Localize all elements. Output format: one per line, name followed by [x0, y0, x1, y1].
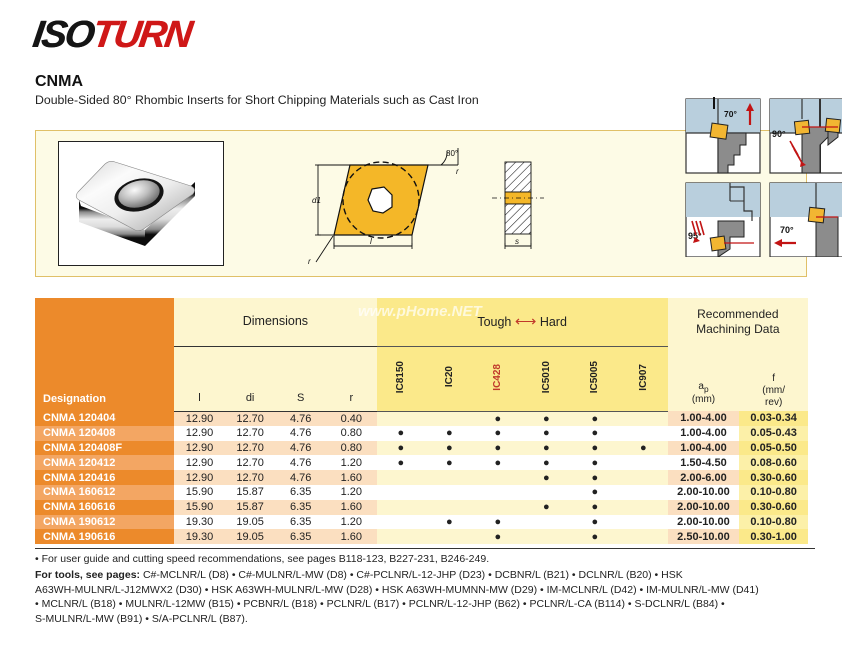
svg-text:r: r	[308, 257, 311, 266]
svg-text:r: r	[456, 167, 459, 176]
svg-text:s: s	[515, 237, 519, 246]
svg-text:l: l	[370, 237, 372, 246]
svg-text:80°: 80°	[446, 149, 458, 158]
svg-text:70°: 70°	[724, 109, 737, 119]
svg-text:70°: 70°	[780, 225, 794, 235]
svg-text:d1: d1	[312, 196, 321, 205]
svg-text:90°: 90°	[772, 129, 786, 139]
